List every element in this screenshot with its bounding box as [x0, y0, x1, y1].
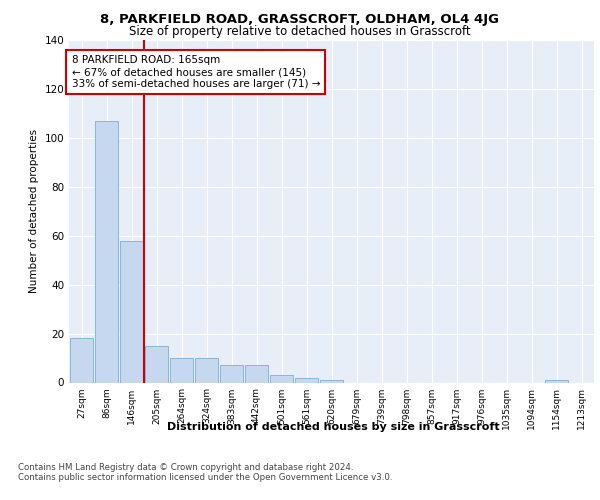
- Text: 8, PARKFIELD ROAD, GRASSCROFT, OLDHAM, OL4 4JG: 8, PARKFIELD ROAD, GRASSCROFT, OLDHAM, O…: [101, 12, 499, 26]
- Bar: [320, 380, 343, 382]
- Text: Distribution of detached houses by size in Grasscroft: Distribution of detached houses by size …: [167, 422, 499, 432]
- Bar: [119, 240, 143, 382]
- Text: 8 PARKFIELD ROAD: 165sqm
← 67% of detached houses are smaller (145)
33% of semi-: 8 PARKFIELD ROAD: 165sqm ← 67% of detach…: [71, 56, 320, 88]
- Bar: [70, 338, 94, 382]
- Bar: [545, 380, 568, 382]
- Bar: [95, 120, 118, 382]
- Bar: [245, 366, 268, 382]
- Bar: [269, 375, 293, 382]
- Text: Size of property relative to detached houses in Grasscroft: Size of property relative to detached ho…: [129, 25, 471, 38]
- Y-axis label: Number of detached properties: Number of detached properties: [29, 129, 39, 294]
- Bar: [145, 346, 169, 383]
- Bar: [220, 366, 244, 382]
- Text: Contains HM Land Registry data © Crown copyright and database right 2024.
Contai: Contains HM Land Registry data © Crown c…: [18, 462, 392, 482]
- Bar: [194, 358, 218, 382]
- Bar: [170, 358, 193, 382]
- Bar: [295, 378, 319, 382]
